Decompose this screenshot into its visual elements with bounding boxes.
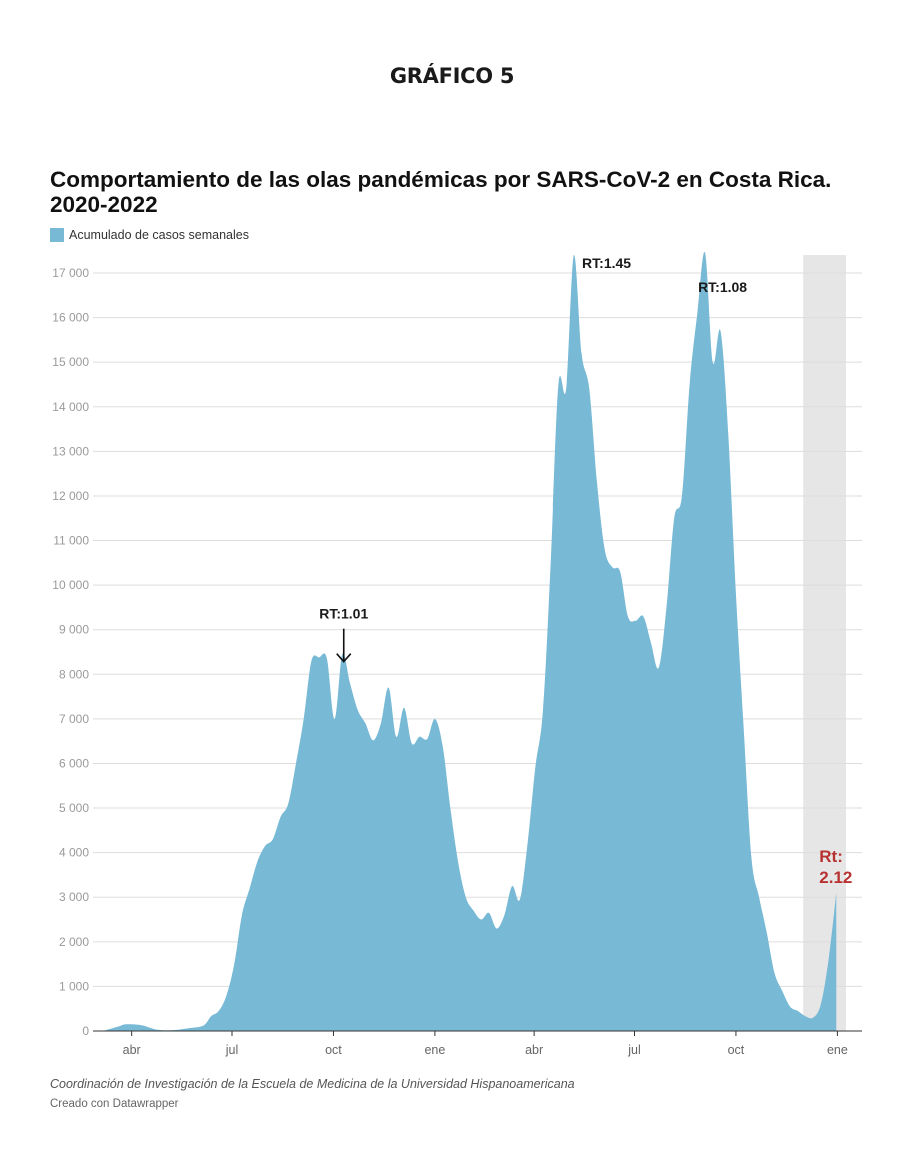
y-tick-label: 17 000 (52, 266, 89, 280)
y-tick-label: 7 000 (59, 712, 89, 726)
x-tick-label: ene (827, 1043, 848, 1057)
x-tick-label: abr (123, 1043, 141, 1057)
y-tick-label: 6 000 (59, 756, 89, 770)
legend-swatch (50, 228, 64, 242)
page-heading: GRÁFICO 5 (389, 64, 515, 88)
highlight-band (803, 255, 846, 1031)
y-tick-label: 1 000 (59, 979, 89, 993)
source-note: Coordinación de Investigación de la Escu… (50, 1077, 575, 1091)
y-tick-label: 0 (82, 1024, 89, 1038)
x-tick-label: jul (627, 1043, 641, 1057)
annotation-rt-label: Rt: (819, 847, 843, 866)
x-tick-label: oct (325, 1043, 342, 1057)
series-area (103, 251, 837, 1032)
y-tick-label: 11 000 (53, 534, 89, 548)
legend-label: Acumulado de casos semanales (69, 228, 249, 242)
credit-note: Creado con Datawrapper (50, 1098, 179, 1110)
y-tick-label: 9 000 (59, 623, 89, 637)
y-tick-label: 3 000 (59, 890, 89, 904)
y-tick-label: 5 000 (59, 801, 89, 815)
annotation-label: RT:1.45 (582, 255, 631, 271)
area-chart: 0 1 000 2 000 3 000 4 000 5 000 6 000 7 000 8 00… (52, 251, 862, 1057)
y-tick-label: 12 000 (52, 489, 89, 503)
annotation-label: RT:1.01 (319, 606, 368, 622)
y-tick-label: 15 000 (52, 355, 89, 369)
annotation-label: RT:1.08 (698, 279, 747, 295)
y-tick-label: 4 000 (59, 846, 89, 860)
x-tick-label: jul (225, 1043, 239, 1057)
annotation-arrow-head (336, 653, 352, 663)
y-tick-label: 14 000 (52, 400, 89, 414)
chart-title: Comportamiento de las olas pandémicas po… (50, 167, 832, 217)
y-tick-label: 10 000 (52, 578, 89, 592)
x-tick-label: ene (424, 1043, 445, 1057)
x-tick-label: abr (525, 1043, 543, 1057)
legend: Acumulado de casos semanales (50, 228, 249, 242)
y-tick-label: 2 000 (59, 935, 89, 949)
y-tick-label: 16 000 (52, 311, 89, 325)
y-tick-label: 8 000 (59, 667, 89, 681)
x-tick-label: oct (728, 1043, 745, 1057)
y-tick-label: 13 000 (52, 444, 89, 458)
annotation-rt-value: 2.12 (819, 868, 852, 887)
